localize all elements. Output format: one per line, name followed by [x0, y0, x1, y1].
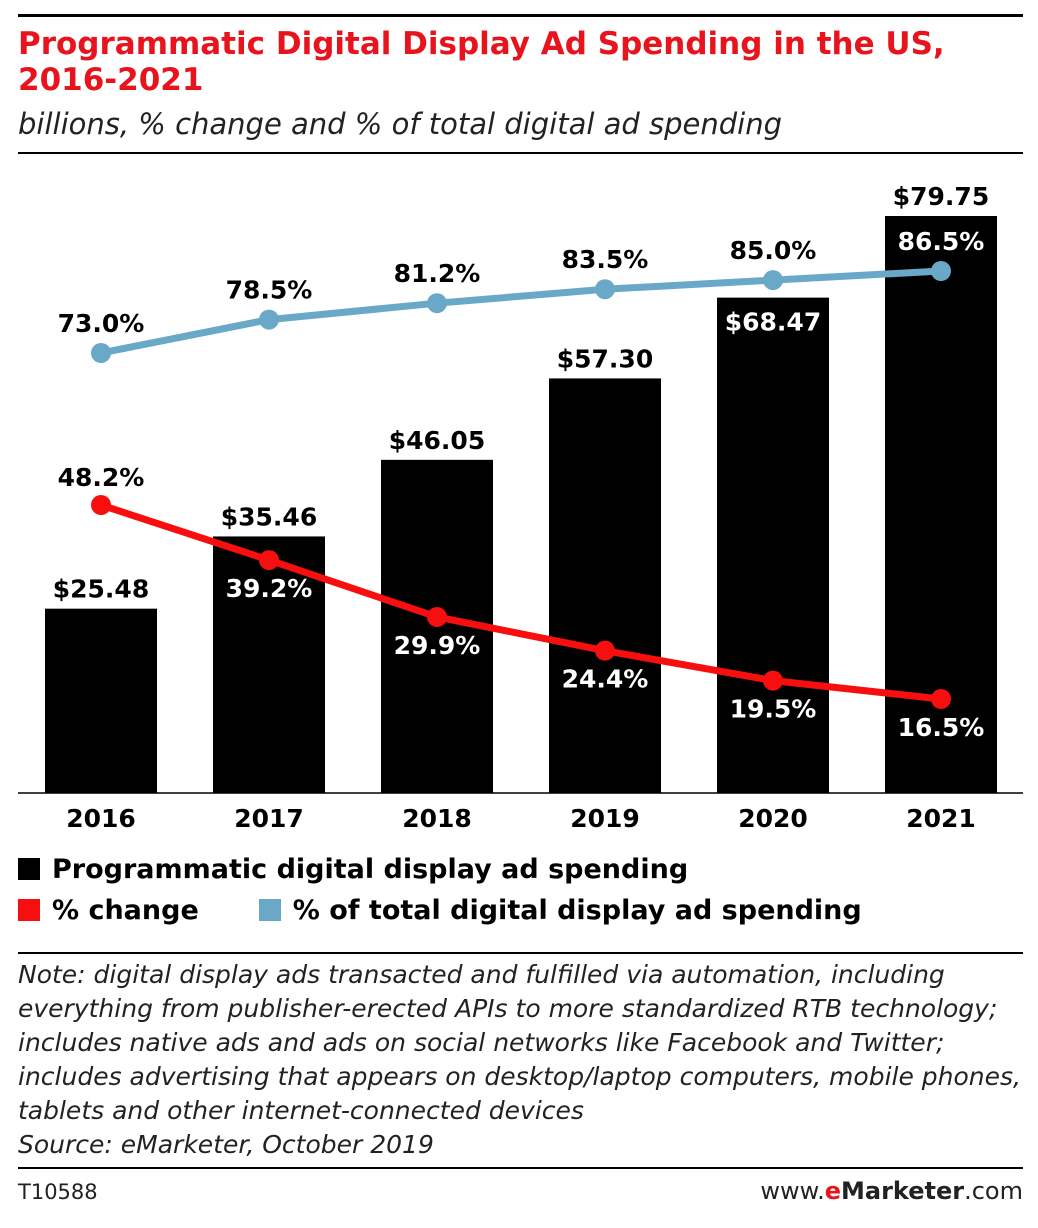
change-label-2021: 16.5% — [898, 713, 985, 742]
emarketer-link[interactable]: www.eMarketer.com — [760, 1177, 1023, 1205]
bar-label-2019: $57.30 — [557, 344, 653, 373]
share-label-2019: 83.5% — [562, 245, 649, 274]
bar-label-2016: $25.48 — [53, 575, 149, 604]
share-line — [97, 267, 945, 357]
change-line-point-2021 — [931, 689, 951, 709]
change-label-2016: 48.2% — [58, 463, 145, 492]
labels-layer: $25.48 $35.46 $46.05 $57.30 $68.47 $79.75 48.2… — [53, 182, 989, 833]
change-label-2019: 24.4% — [562, 665, 649, 694]
legend-label-change: % change — [52, 894, 199, 926]
subtitle-rule — [18, 152, 1023, 154]
brand-prefix: www. — [760, 1177, 825, 1205]
x-tick-label-2018: 2018 — [402, 804, 472, 833]
legend-rule — [18, 952, 1023, 954]
legend-item-change: % change — [18, 895, 199, 926]
x-tick-label-2016: 2016 — [66, 804, 136, 833]
change-line-point-2018 — [427, 606, 447, 627]
legend-swatch-red — [18, 899, 40, 921]
change-line-point-2016 — [91, 495, 111, 515]
footnote: Note: digital display ads transacted and… — [18, 960, 1022, 1125]
share-line-point-2018 — [427, 293, 447, 314]
share-line-point-2019 — [595, 279, 615, 300]
x-tick-label-2021: 2021 — [906, 804, 976, 833]
bar-label-2021: $79.75 — [893, 182, 989, 211]
bar-2017 — [213, 536, 325, 793]
bar-2019 — [549, 378, 661, 793]
share-label-2020: 85.0% — [730, 236, 817, 265]
lines-layer — [91, 261, 951, 709]
legend-item-share: % of total digital display ad spending — [258, 894, 862, 926]
x-tick-label-2019: 2019 — [570, 804, 640, 833]
change-line — [97, 501, 945, 703]
share-label-2021: 86.5% — [898, 227, 985, 256]
bar-label-2020: $68.47 — [725, 308, 821, 337]
change-label-2018: 29.9% — [394, 631, 481, 660]
bar-label-2017: $35.46 — [221, 502, 317, 531]
bar-2016 — [45, 608, 157, 793]
share-label-2016: 73.0% — [58, 309, 145, 338]
brand-e: e — [824, 1177, 842, 1205]
share-label-2017: 78.5% — [226, 276, 313, 305]
chart-id: T10588 — [18, 1180, 98, 1204]
bar-2020 — [717, 297, 829, 793]
x-tick-label-2020: 2020 — [738, 804, 808, 833]
share-line-point-2020 — [763, 270, 783, 291]
legend-item-spending: Programmatic digital display ad spending — [18, 854, 688, 885]
change-line-point-2019 — [595, 640, 615, 661]
legend-swatch-blue — [258, 899, 281, 921]
chart-subtitle: billions, % change and % of total digita… — [18, 107, 783, 141]
brand-name: Marketer — [841, 1177, 965, 1205]
bar-label-2018: $46.05 — [389, 426, 485, 455]
change-label-2020: 19.5% — [730, 695, 817, 724]
share-label-2018: 81.2% — [394, 259, 481, 288]
brand-suffix: .com — [964, 1177, 1023, 1205]
legend-label-spending: Programmatic digital display ad spending — [52, 853, 689, 885]
x-tick-label-2017: 2017 — [234, 804, 304, 833]
change-line-point-2020 — [763, 670, 783, 691]
share-line-point-2017 — [259, 309, 279, 330]
change-label-2017: 39.2% — [226, 574, 313, 603]
top-rule — [18, 14, 1023, 17]
legend-label-share: % of total digital display ad spending — [292, 894, 862, 926]
bars-layer — [45, 216, 997, 793]
share-line-point-2021 — [931, 261, 951, 281]
legend-row-2: % change % of total digital display ad s… — [18, 894, 922, 926]
chart: $25.48 $35.46 $46.05 $57.30 $68.47 $79.75 48.2… — [18, 182, 1023, 833]
footer-rule — [18, 1167, 1023, 1169]
source-text: Source: eMarketer, October 2019 — [18, 1130, 434, 1159]
chart-title: Programmatic Digital Display Ad Spending… — [18, 26, 945, 98]
share-line-point-2016 — [91, 343, 111, 363]
legend-row-1: Programmatic digital display ad spending — [18, 853, 748, 885]
legend-swatch-black — [18, 858, 40, 880]
change-line-point-2017 — [259, 550, 279, 571]
